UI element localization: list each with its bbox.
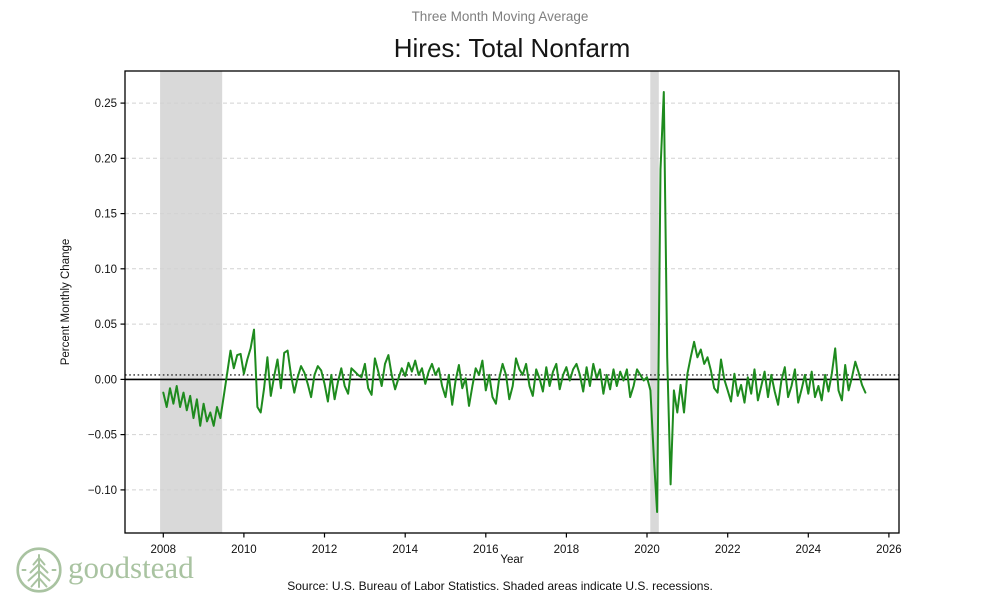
x-tick-label: 2022 [715,544,741,556]
x-tick-label: 2020 [634,544,660,556]
tree-logo-icon [16,547,62,593]
x-tick-label: 2010 [231,544,257,556]
y-tick-label: −0.10 [88,485,117,497]
x-tick-label: 2008 [151,544,177,556]
chart-subtitle: Three Month Moving Average [411,9,589,24]
y-tick-label: 0.15 [95,209,117,221]
y-tick-label: 0.05 [95,319,117,331]
x-tick-label: 2012 [312,544,338,556]
recession-band [650,71,659,533]
chart-title: Hires: Total Nonfarm [393,33,631,63]
brand-name: goodstead [68,550,194,585]
y-axis-label: Percent Monthly Change [60,238,72,366]
series-line [162,91,867,513]
recession-band [160,71,223,533]
y-tick-label: −0.05 [88,430,117,442]
x-tick-label: 2026 [876,544,902,556]
x-axis-label: Year [500,554,524,566]
plot-frame [124,70,900,534]
y-tick-label: 0.00 [95,374,117,386]
y-tick-label: 0.25 [95,98,117,110]
x-tick-label: 2024 [796,544,822,556]
x-tick-label: 2018 [554,544,580,556]
y-tick-label: 0.20 [95,153,117,165]
source-note: Source: U.S. Bureau of Labor Statistics.… [287,579,713,593]
brand-logo: goodstead [15,546,194,594]
x-tick-label: 2016 [473,544,499,556]
x-tick-label: 2014 [392,544,418,556]
y-tick-label: 0.10 [95,264,117,276]
